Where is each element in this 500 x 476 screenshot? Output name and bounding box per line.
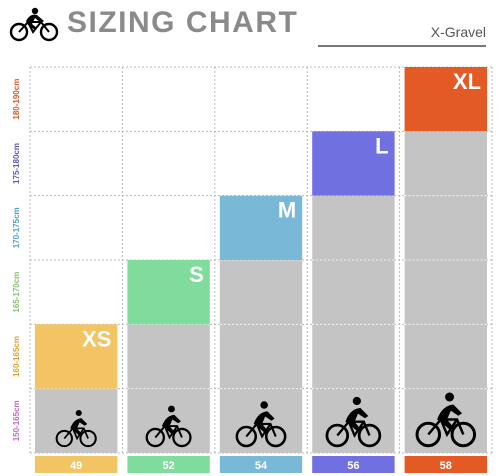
- size-label: XS: [82, 326, 111, 351]
- bar-base: [404, 131, 487, 454]
- frame-size-label: 54: [255, 460, 268, 472]
- size-label: S: [189, 262, 204, 287]
- height-band-label: 170-175cm: [12, 207, 21, 248]
- header-divider: [318, 45, 486, 47]
- frame-size-label: 52: [162, 460, 174, 472]
- height-band-label: 180-190cm: [12, 79, 21, 120]
- frame-size-strip: [312, 456, 395, 473]
- bar-size-block: [127, 260, 210, 325]
- size-label: XL: [453, 69, 481, 94]
- frame-size-strip: [35, 456, 118, 473]
- frame-size-label: 56: [347, 460, 359, 472]
- cyclist-logo-icon: [9, 7, 59, 42]
- bar-size-block: [219, 195, 303, 260]
- frame-size-strip: [404, 456, 487, 473]
- height-band-label: 175-180cm: [12, 143, 21, 184]
- height-band-label: 165-170cm: [12, 272, 21, 313]
- frame-size-strip: [219, 456, 303, 473]
- height-band-label: 160-165cm: [12, 336, 21, 377]
- cyclist-icon: [325, 396, 382, 448]
- size-label: M: [278, 198, 296, 223]
- chart-subtitle: X-Gravel: [430, 24, 486, 40]
- cyclist-icon: [55, 409, 97, 448]
- cyclist-icon: [415, 392, 477, 448]
- bar-size-block: [35, 324, 118, 389]
- bar-size-block: [312, 131, 395, 196]
- frame-size-strip: [127, 456, 210, 473]
- cyclist-icon: [235, 401, 287, 448]
- chart-title: SIZING CHART: [67, 6, 299, 39]
- frame-size-label: 49: [70, 460, 82, 472]
- size-label: L: [375, 133, 388, 158]
- bar-size-block: [404, 67, 487, 132]
- height-band-label: 150-165cm: [12, 400, 21, 441]
- frame-size-label: 58: [440, 460, 452, 472]
- header: SIZING CHART X-Gravel: [0, 0, 500, 60]
- cyclist-icon: [145, 405, 192, 448]
